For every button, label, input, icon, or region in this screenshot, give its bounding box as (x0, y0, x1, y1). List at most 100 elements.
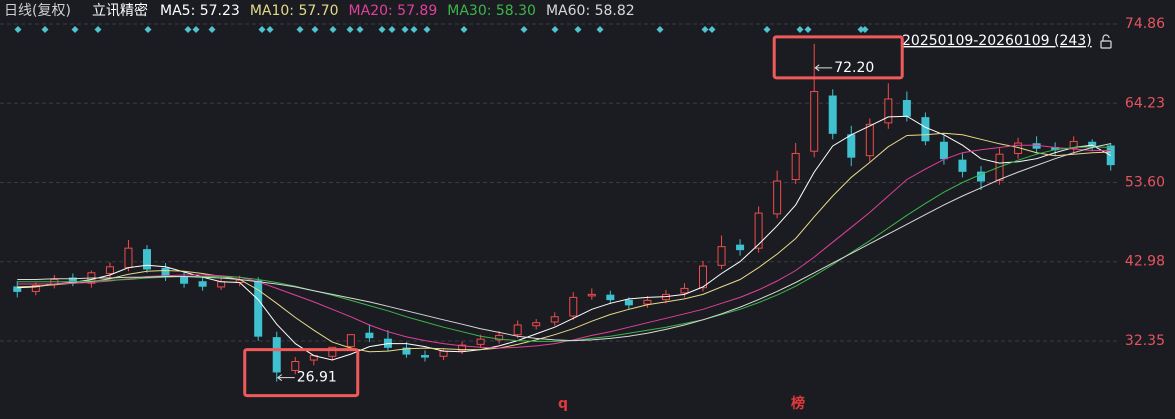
header: 日线(复权) 立讯精密 (4, 2, 148, 19)
y-tick-label: 74.86 (1125, 16, 1165, 32)
candle-body (458, 344, 467, 351)
candle-body (328, 346, 337, 357)
signal-marker (520, 26, 528, 33)
candle-body (587, 293, 596, 297)
candle-body (828, 95, 837, 134)
highlight-box (772, 35, 904, 80)
signal-marker (14, 26, 22, 33)
ma-line (17, 132, 1111, 353)
annotation-arrow (814, 64, 833, 72)
annotation-label: 72.20 (834, 60, 874, 76)
signal-marker (701, 26, 709, 33)
range-label[interactable]: 20250109-20260109 (243) (902, 33, 1092, 49)
candle-body (847, 134, 856, 158)
signal-marker (378, 26, 386, 33)
signal-marker (144, 26, 152, 33)
signal-marker (356, 26, 364, 33)
candle-body (606, 294, 615, 301)
event-marker[interactable]: q (558, 396, 568, 412)
signal-marker (346, 26, 354, 33)
stock-name: 立讯精密 (92, 2, 148, 19)
annotation-label: 26.91 (297, 370, 337, 386)
candle-body (791, 152, 800, 181)
candle-body (977, 171, 985, 182)
candle-body (105, 266, 114, 275)
candle-body (939, 141, 948, 160)
candle-body (958, 159, 967, 172)
signal-marker (71, 26, 79, 33)
candle-body (513, 324, 522, 336)
candle-body (699, 265, 707, 289)
signal-marker (410, 26, 418, 33)
event-marker[interactable]: 榜 (791, 395, 805, 412)
candle-body (921, 117, 930, 142)
candle-body (198, 281, 207, 287)
y-tick-label: 53.60 (1125, 175, 1165, 191)
candle-body (254, 280, 263, 337)
signal-marker (596, 26, 604, 33)
candle-body (217, 281, 226, 288)
highlight-box (243, 348, 360, 398)
signal-marker (41, 26, 49, 33)
candle-body (865, 123, 874, 157)
annotation-arrow (276, 374, 295, 381)
candle-body (884, 98, 893, 124)
signal-marker (574, 26, 582, 33)
y-tick-label: 32.35 (1125, 333, 1165, 349)
candle-body (124, 247, 133, 269)
candle-body (569, 296, 578, 317)
signal-marker (861, 26, 869, 33)
candle-body (439, 350, 448, 357)
ma-line (17, 146, 1111, 342)
signal-marker (763, 26, 771, 33)
signal-marker (796, 26, 804, 33)
candle-body (180, 275, 189, 284)
period-label[interactable]: 日线(复权) (4, 2, 71, 19)
signal-marker (94, 26, 102, 33)
signal-marker (266, 26, 274, 33)
y-tick-label: 64.23 (1125, 95, 1165, 111)
candle-body (550, 316, 559, 323)
candle-body (902, 99, 911, 117)
ma-line (17, 143, 1111, 342)
candle-body (272, 337, 281, 373)
legend-entry: MA20: 57.89 (349, 3, 438, 19)
signal-marker (388, 26, 396, 33)
candle-body (31, 284, 40, 292)
candle-body (476, 338, 485, 345)
signal-marker (708, 26, 716, 33)
candle-body (680, 287, 689, 294)
candle-body (291, 361, 300, 371)
y-tick-label: 42.98 (1125, 254, 1165, 270)
candle-body (810, 91, 819, 152)
legend-entry: MA60: 58.82 (546, 3, 635, 19)
candle-body (1069, 141, 1078, 149)
signal-marker (329, 26, 337, 33)
candle-body (532, 322, 541, 327)
ma-line (17, 144, 1111, 349)
candle-body (754, 212, 763, 249)
lock-icon[interactable] (1100, 34, 1112, 49)
signal-marker (423, 26, 431, 33)
candle-body (421, 355, 429, 358)
signal-marker (857, 26, 865, 33)
signal-marker (184, 26, 192, 33)
signal-marker (311, 26, 319, 33)
candle-body (773, 180, 782, 215)
candle-body (717, 246, 726, 266)
signal-marker (192, 26, 200, 33)
candle-body (143, 249, 151, 270)
legend-entry: MA5: 57.23 (160, 3, 240, 19)
candle-body (13, 286, 22, 292)
signal-marker (804, 26, 812, 33)
candle-body (643, 299, 652, 305)
candle-body (365, 332, 374, 339)
candle-body (346, 334, 355, 348)
signal-marker (656, 26, 664, 33)
signal-marker (551, 26, 559, 33)
candle-body (402, 347, 411, 355)
signal-marker (401, 26, 409, 33)
